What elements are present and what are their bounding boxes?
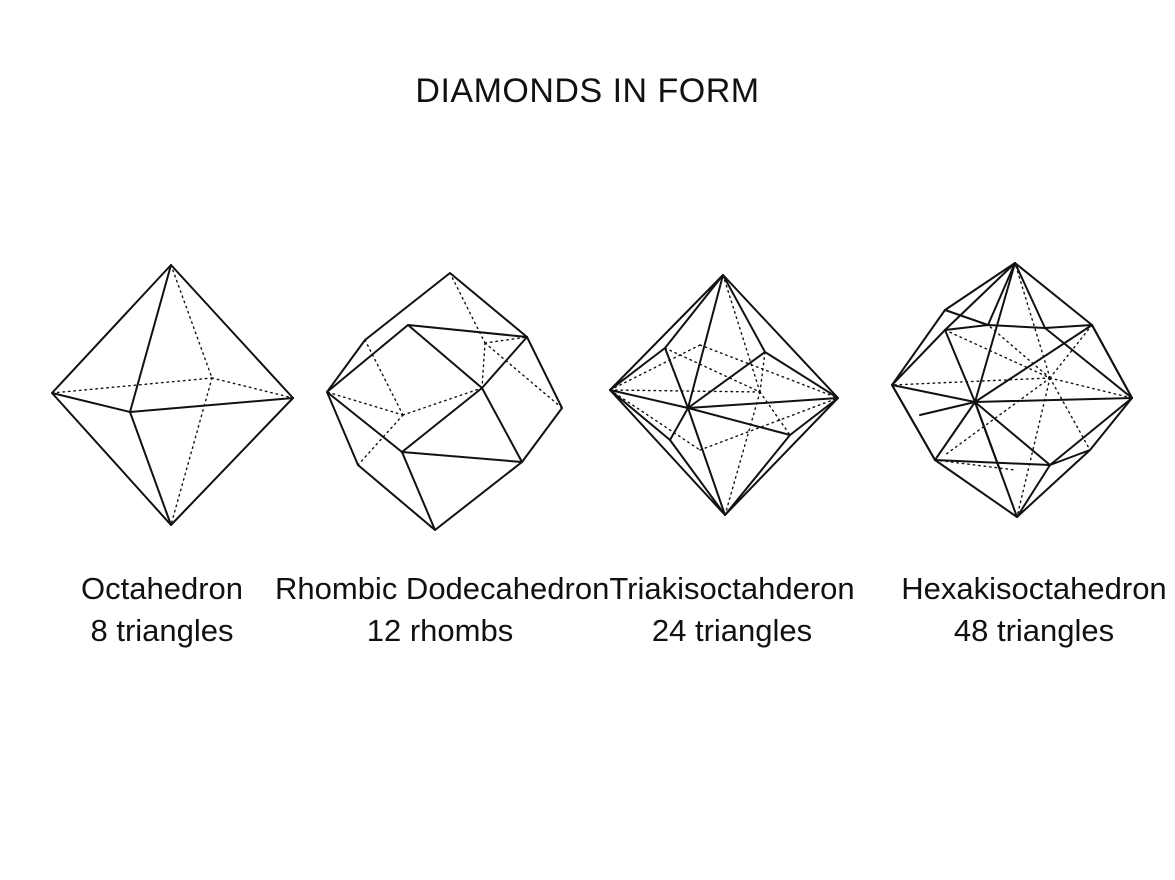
triakisoctahedron-visible-edges — [609, 274, 839, 516]
page-title: DIAMONDS IN FORM — [415, 72, 760, 110]
face-count: 24 triangles — [651, 613, 813, 648]
label-rhombic-dodecahedron: Rhombic Dodecahedron 12 rhombs — [275, 568, 610, 652]
label-triakisoctahedron: Triakisoctahderon 24 triangles — [608, 568, 856, 652]
shape-name: Rhombic Dodecahedron — [275, 571, 610, 606]
triakisoctahedron-figure — [609, 274, 839, 516]
octahedron-figure — [51, 264, 294, 526]
face-count: 48 triangles — [953, 613, 1115, 648]
hexakisoctahedron-hidden-edges — [891, 262, 1133, 518]
octahedron-visible-edges — [51, 264, 294, 526]
shape-name: Octahedron — [81, 571, 243, 606]
rhombic-dodecahedron-hidden-edges — [326, 272, 563, 466]
label-hexakisoctahedron: Hexakisoctahedron 48 triangles — [900, 568, 1168, 652]
face-count: 12 rhombs — [366, 613, 514, 648]
face-count: 8 triangles — [90, 613, 234, 648]
rhombic-dodecahedron-visible-edges — [326, 272, 563, 531]
rhombic-dodecahedron-figure — [326, 272, 563, 531]
shape-name: Triakisoctahderon — [609, 571, 855, 606]
hexakisoctahedron-figure — [891, 262, 1133, 518]
shape-name: Hexakisoctahedron — [901, 571, 1167, 606]
octahedron-hidden-edges — [51, 264, 294, 526]
triakisoctahedron-hidden-edges — [609, 274, 839, 516]
label-octahedron: Octahedron 8 triangles — [42, 568, 282, 652]
hexakisoctahedron-visible-edges — [891, 262, 1133, 518]
